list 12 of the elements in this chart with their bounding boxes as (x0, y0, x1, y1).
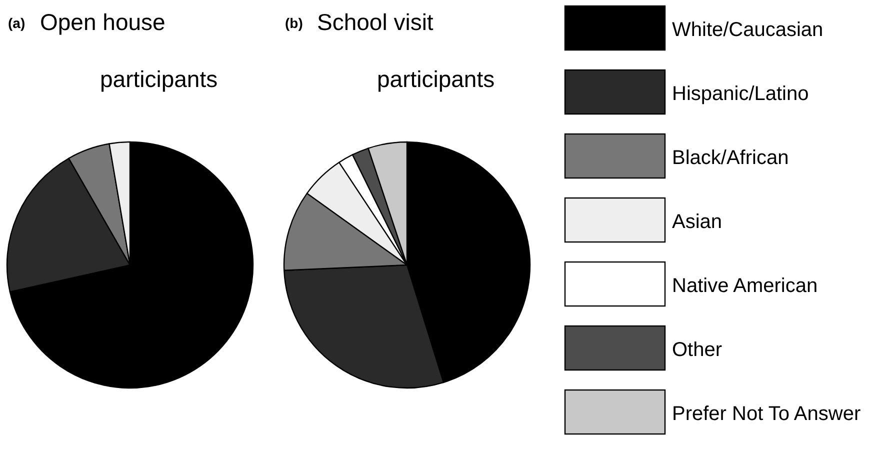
legend-label: Asian (672, 211, 722, 233)
legend-label: White/Caucasian (672, 19, 824, 41)
legend-label: Native American (672, 275, 818, 297)
chart-title: School visit participants (317, 9, 495, 92)
chart-title: Open house participants (40, 9, 218, 92)
legend-label: Hispanic/Latino (672, 83, 809, 105)
text: (a) (8, 15, 26, 31)
text: (b) (285, 15, 303, 31)
legend-label: Prefer Not To Answer (672, 403, 861, 425)
legend-label: Black/African (672, 147, 789, 169)
legend-label: Other (672, 339, 722, 361)
pie-slice (9, 141, 254, 388)
